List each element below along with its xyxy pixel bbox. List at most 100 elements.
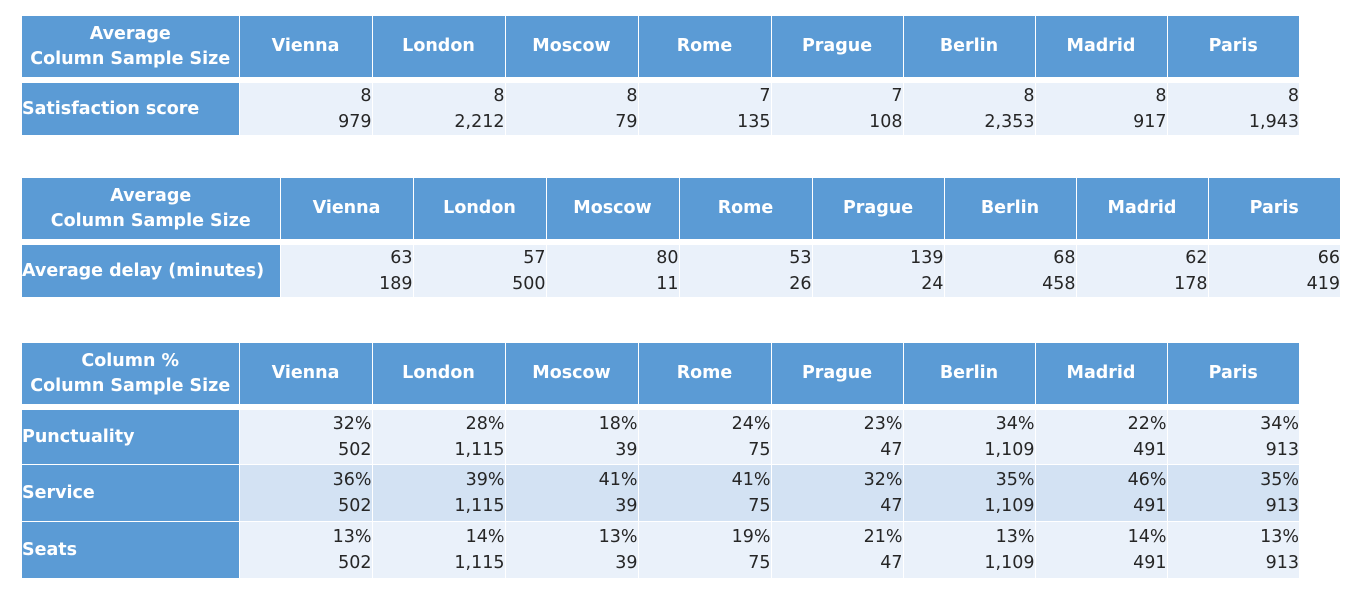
data-cell: 80 11	[545, 242, 679, 298]
cell-sample-size: 189	[379, 274, 413, 294]
column-header-london: London	[371, 343, 505, 410]
data-cell: 41% 39	[504, 464, 638, 522]
cell-sample-size: 39	[615, 439, 638, 460]
column-header-rome: Rome	[637, 16, 771, 83]
cell-sample-size: 108	[869, 112, 903, 132]
data-cell: 8 2,212	[371, 80, 505, 136]
cell-value: 32%	[332, 413, 372, 434]
column-header-prague: Prague	[770, 16, 903, 83]
data-cell: 8 1,943	[1166, 80, 1299, 136]
data-cell: 14% 1,115	[371, 521, 505, 579]
column-header-vienna: Vienna	[238, 343, 372, 410]
cell-value: 41%	[731, 469, 771, 490]
cell-sample-size: 26	[789, 274, 812, 294]
data-cell: 36% 502	[238, 464, 372, 522]
column-header-madrid: Madrid	[1034, 343, 1167, 410]
cell-value: 13%	[332, 526, 372, 547]
data-cell: 35% 1,109	[902, 464, 1035, 522]
cell-sample-size: 1,109	[984, 495, 1035, 516]
cell-sample-size: 502	[338, 552, 372, 573]
corner-header: Column % Column Sample Size	[22, 343, 239, 410]
cell-sample-size: 47	[880, 552, 903, 573]
cell-sample-size: 491	[1133, 495, 1167, 516]
corner-line-1: Column %	[81, 350, 180, 371]
corner-header: Average Column Sample Size	[22, 178, 280, 245]
cell-sample-size: 39	[615, 552, 638, 573]
cell-sample-size: 1,109	[984, 439, 1035, 460]
data-cell: 23% 47	[770, 407, 903, 465]
table-row: Seats 13% 502 14% 1,115 13% 39 19% 75 21% 47 13% 1,1…	[22, 521, 1299, 579]
table-row: Average delay (minutes) 63 189 57 500 80 11 53 2…	[22, 242, 1340, 298]
cell-value: 66	[1317, 248, 1340, 268]
corner-line-2: Column Sample Size	[30, 48, 231, 69]
column-header-berlin: Berlin	[902, 343, 1035, 410]
cell-value: 36%	[332, 469, 372, 490]
data-cell: 13% 39	[504, 521, 638, 579]
delay-table: Average Column Sample Size Vienna London Mos…	[22, 178, 1340, 298]
cell-value: 35%	[1260, 469, 1299, 490]
corner-header: Average Column Sample Size	[22, 16, 239, 83]
row-label: Average delay (minutes)	[22, 242, 280, 298]
cell-value: 34%	[1260, 413, 1299, 434]
cell-sample-size: 75	[748, 552, 771, 573]
data-cell: 19% 75	[637, 521, 771, 579]
cell-value: 63	[390, 248, 413, 268]
data-cell: 8 917	[1034, 80, 1167, 136]
cell-sample-size: 913	[1265, 439, 1299, 460]
data-cell: 66 419	[1207, 242, 1340, 298]
column-header-rome: Rome	[637, 343, 771, 410]
data-cell: 22% 491	[1034, 407, 1167, 465]
data-cell: 7 135	[637, 80, 771, 136]
column-header-moscow: Moscow	[545, 178, 679, 245]
data-cell: 14% 491	[1034, 521, 1167, 579]
cell-sample-size: 502	[338, 495, 372, 516]
column-header-paris: Paris	[1166, 343, 1299, 410]
data-cell: 28% 1,115	[371, 407, 505, 465]
data-cell: 8 2,353	[902, 80, 1035, 136]
cell-sample-size: 458	[1042, 274, 1076, 294]
cell-value: 53	[789, 248, 812, 268]
cell-value: 32%	[863, 469, 903, 490]
cell-sample-size: 2,212	[454, 112, 505, 132]
data-cell: 63 189	[279, 242, 413, 298]
column-header-vienna: Vienna	[279, 178, 413, 245]
column-header-london: London	[412, 178, 546, 245]
cell-sample-size: 39	[615, 495, 638, 516]
column-header-madrid: Madrid	[1034, 16, 1167, 83]
data-cell: 57 500	[412, 242, 546, 298]
cell-sample-size: 75	[748, 439, 771, 460]
cell-sample-size: 917	[1133, 112, 1167, 132]
cell-sample-size: 24	[921, 274, 944, 294]
cell-value: 35%	[995, 469, 1035, 490]
data-cell: 53 26	[678, 242, 812, 298]
cell-sample-size: 47	[880, 495, 903, 516]
data-cell: 13% 913	[1166, 521, 1299, 579]
cell-value: 8	[1023, 86, 1035, 106]
cell-value: 57	[523, 248, 546, 268]
cell-sample-size: 1,115	[454, 552, 505, 573]
row-label: Satisfaction score	[22, 80, 239, 136]
cell-value: 8	[626, 86, 638, 106]
cell-sample-size: 178	[1174, 274, 1208, 294]
cell-value: 139	[910, 248, 944, 268]
data-cell: 35% 913	[1166, 464, 1299, 522]
column-header-moscow: Moscow	[504, 16, 638, 83]
cell-value: 41%	[598, 469, 638, 490]
data-cell: 41% 75	[637, 464, 771, 522]
cell-value: 21%	[863, 526, 903, 547]
cell-value: 7	[759, 86, 771, 106]
cell-sample-size: 979	[338, 112, 372, 132]
data-cell: 24% 75	[637, 407, 771, 465]
cell-value: 8	[360, 86, 372, 106]
table-row: Satisfaction score 8 979 8 2,212 8 79 7 135 7 108 8…	[22, 80, 1299, 136]
data-cell: 13% 1,109	[902, 521, 1035, 579]
data-cell: 8 979	[238, 80, 372, 136]
cell-sample-size: 11	[656, 274, 679, 294]
cell-value: 7	[891, 86, 903, 106]
data-cell: 34% 913	[1166, 407, 1299, 465]
cell-sample-size: 502	[338, 439, 372, 460]
column-header-madrid: Madrid	[1075, 178, 1208, 245]
cell-sample-size: 75	[748, 495, 771, 516]
cell-value: 8	[1287, 86, 1299, 106]
cell-value: 62	[1185, 248, 1208, 268]
